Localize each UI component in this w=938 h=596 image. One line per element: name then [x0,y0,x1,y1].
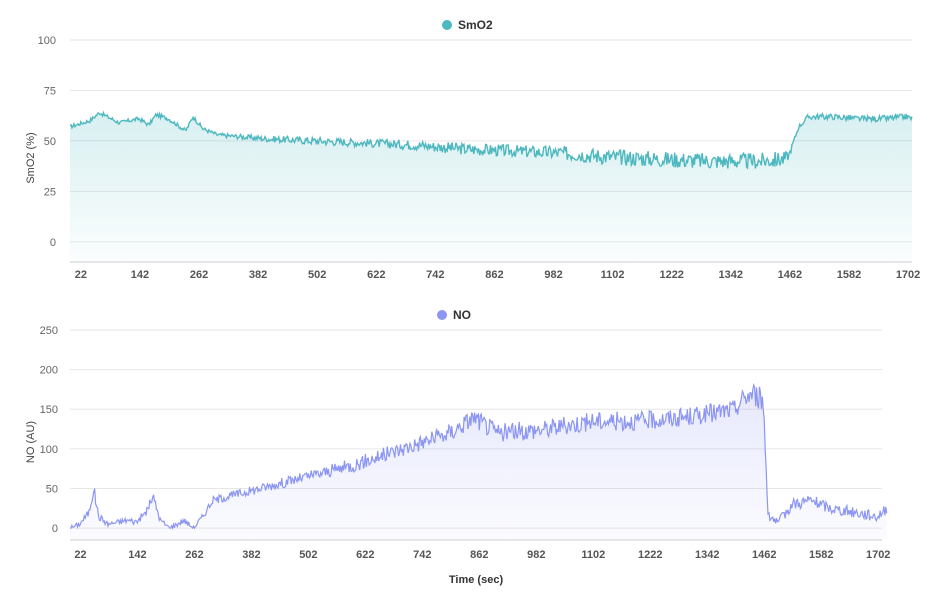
x-tick-label: 982 [544,269,562,281]
y-tick-label: 0 [52,523,58,535]
x-tick-label: 1702 [896,269,920,281]
x-tick-label: 22 [75,269,87,281]
no-x-ticks: 22 142 262 382 502 622 742 862 982 1102 1222 1342 14… [74,549,890,561]
x-tick-label: 502 [299,549,317,561]
x-tick-label: 1582 [837,269,861,281]
no-legend-marker [437,310,447,320]
y-tick-label: 200 [40,365,58,377]
x-tick-label: 1342 [719,269,743,281]
x-tick-label: 1462 [752,549,776,561]
x-tick-label: 142 [131,269,149,281]
y-tick-label: 0 [50,237,56,249]
smo2-y-axis-label: SmO2 (%) [25,132,37,183]
x-tick-label: 1702 [866,549,890,561]
x-tick-label: 382 [242,549,260,561]
x-tick-label: 1342 [695,549,719,561]
x-tick-label: 742 [413,549,431,561]
x-tick-label: 862 [485,269,503,281]
no-x-axis-label: Time (sec) [449,574,504,586]
y-tick-label: 150 [40,404,58,416]
x-tick-label: 262 [185,549,203,561]
no-legend[interactable]: NO [437,308,471,322]
y-tick-label: 100 [40,444,58,456]
x-tick-label: 622 [356,549,374,561]
y-tick-label: 250 [40,325,58,337]
x-tick-label: 22 [74,549,86,561]
smo2-x-ticks: 22 142 262 382 502 622 742 862 982 1102 1222 1342 14… [75,269,921,281]
x-tick-label: 1222 [638,549,662,561]
no-y-axis-label: NO (AU) [25,421,37,463]
y-tick-label: 75 [44,85,56,97]
y-tick-label: 50 [44,136,56,148]
x-tick-label: 622 [367,269,385,281]
no-y-ticks: 250 200 150 100 50 0 [40,325,58,535]
smo2-area-fill [70,112,912,262]
x-tick-label: 1222 [659,269,683,281]
x-tick-label: 1102 [581,549,605,561]
no-legend-label: NO [453,308,471,322]
smo2-series-line [69,110,913,170]
x-tick-label: 742 [426,269,444,281]
x-tick-label: 502 [308,269,326,281]
x-tick-label: 982 [527,549,545,561]
smo2-chart: SmO2 SmO2 (%) 100 75 50 25 0 22 142 262 382 502 6… [25,18,920,281]
x-tick-label: 142 [128,549,146,561]
smo2-legend-marker [442,20,452,30]
y-tick-label: 25 [44,186,56,198]
x-tick-label: 262 [190,269,208,281]
y-tick-label: 50 [46,483,58,495]
smo2-legend[interactable]: SmO2 [442,18,493,32]
x-tick-label: 382 [249,269,267,281]
y-tick-label: 100 [38,35,56,47]
no-area-fill [70,385,887,540]
no-chart: NO NO (AU) 250 200 150 100 50 0 22 142 262 382 50… [25,308,890,586]
smo2-legend-label: SmO2 [458,18,493,32]
smo2-y-ticks: 100 75 50 25 0 [38,35,56,249]
x-tick-label: 862 [470,549,488,561]
x-tick-label: 1102 [601,269,625,281]
no-series-line [70,382,888,530]
x-tick-label: 1462 [778,269,802,281]
x-tick-label: 1582 [809,549,833,561]
